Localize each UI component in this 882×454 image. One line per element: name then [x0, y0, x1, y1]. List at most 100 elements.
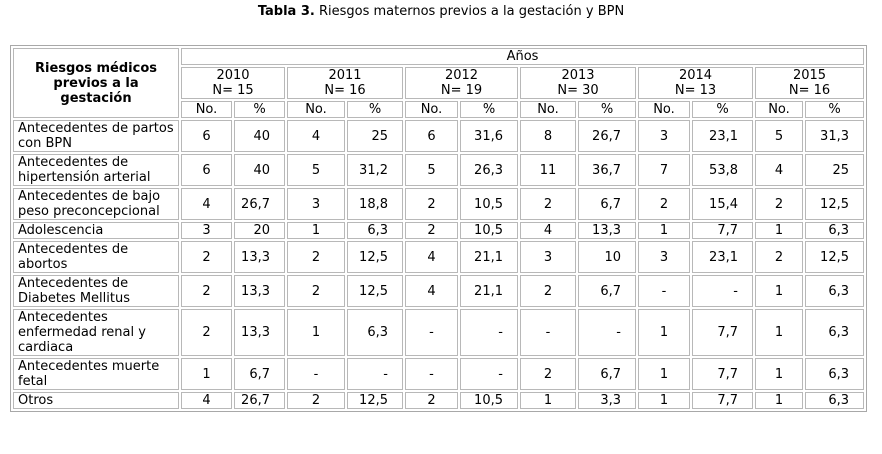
count-cell: - [638, 275, 690, 307]
row-label: Antecedentes de abortos [13, 241, 179, 273]
year-n: N= 16 [788, 83, 831, 98]
table-row: Antecedentes de partos con BPN 6 40 4 25 6 31,… [13, 120, 864, 152]
percent-cell: 40 [234, 120, 285, 152]
count-cell: - [520, 309, 576, 356]
count-cell: 2 [181, 241, 232, 273]
table-row: Antecedentes de Diabetes Mellitus 2 13,3 2 1… [13, 275, 864, 307]
count-cell: - [405, 358, 458, 390]
year-label: 2010 [216, 68, 250, 83]
count-cell: 4 [181, 188, 232, 220]
count-cell: 1 [755, 392, 803, 409]
count-cell: 2 [287, 275, 345, 307]
count-cell: 6 [181, 154, 232, 186]
percent-cell: 6,3 [805, 392, 864, 409]
percent-cell: 20 [234, 222, 285, 239]
percent-cell: - [460, 309, 518, 356]
percent-cell: 7,7 [692, 358, 753, 390]
percent-cell: 12,5 [347, 275, 403, 307]
count-cell: 4 [755, 154, 803, 186]
row-label: Antecedentes de bajo peso preconcepciona… [13, 188, 179, 220]
percent-cell: 10,5 [460, 222, 518, 239]
year-header: 2012 N= 19 [405, 67, 518, 99]
percent-cell: 26,7 [234, 392, 285, 409]
count-cell: 1 [638, 392, 690, 409]
percent-cell: 6,7 [578, 358, 636, 390]
count-header: No. [405, 101, 458, 118]
year-label: 2014 [678, 68, 713, 83]
percent-cell: 12,5 [347, 392, 403, 409]
percent-cell: 10 [578, 241, 636, 273]
count-cell: 5 [755, 120, 803, 152]
percent-cell: 13,3 [578, 222, 636, 239]
percent-cell: 6,3 [805, 222, 864, 239]
count-cell: 2 [181, 309, 232, 356]
header-row-group: Riesgos médicos previos a la gestación Añ… [13, 48, 864, 118]
table-row: Otros 4 26,7 2 12,5 2 10,5 1 3,3 1 7,7 1 6,3 [13, 392, 864, 409]
percent-cell: 7,7 [692, 222, 753, 239]
percent-cell: 13,3 [234, 309, 285, 356]
count-cell: 2 [520, 358, 576, 390]
percent-cell: 40 [234, 154, 285, 186]
header-row-years: 2010 N= 15 2011 N= 16 2012 N= 19 2013 N= 30 2014… [13, 67, 864, 99]
year-header: 2013 N= 30 [520, 67, 636, 99]
count-cell: 1 [287, 309, 345, 356]
count-cell: 3 [181, 222, 232, 239]
count-header: No. [755, 101, 803, 118]
percent-cell: 12,5 [805, 188, 864, 220]
count-header: No. [638, 101, 690, 118]
count-cell: 11 [520, 154, 576, 186]
count-cell: 1 [520, 392, 576, 409]
percent-header: % [460, 101, 518, 118]
percent-cell: 18,8 [347, 188, 403, 220]
count-cell: 2 [405, 222, 458, 239]
percent-cell: 6,7 [578, 275, 636, 307]
percent-cell: 23,1 [692, 120, 753, 152]
year-label: 2013 [561, 68, 595, 83]
row-label: Otros [13, 392, 179, 409]
count-header: No. [181, 101, 232, 118]
count-cell: 7 [638, 154, 690, 186]
percent-header: % [578, 101, 636, 118]
percent-cell: 26,7 [578, 120, 636, 152]
years-group-header: Años [181, 48, 864, 65]
count-cell: 1 [638, 309, 690, 356]
count-cell: 3 [287, 188, 345, 220]
caption-label: Tabla 3. [257, 4, 315, 19]
header-row-sub: No.% No.% No.% No.% No.% No.% [13, 101, 864, 118]
percent-cell: 21,1 [460, 275, 518, 307]
year-header: 2011 N= 16 [287, 67, 403, 99]
count-cell: - [287, 358, 345, 390]
percent-cell: 25 [347, 120, 403, 152]
count-cell: 1 [638, 222, 690, 239]
percent-cell: - [347, 358, 403, 390]
percent-header: % [234, 101, 285, 118]
percent-cell: 10,5 [460, 188, 518, 220]
percent-cell: 23,1 [692, 241, 753, 273]
percent-header: % [692, 101, 753, 118]
percent-cell: 6,7 [578, 188, 636, 220]
percent-cell: 31,3 [805, 120, 864, 152]
percent-cell: 12,5 [347, 241, 403, 273]
count-cell: 6 [181, 120, 232, 152]
count-cell: 1 [755, 222, 803, 239]
count-cell: 2 [405, 188, 458, 220]
percent-cell: 15,4 [692, 188, 753, 220]
percent-cell: 6,3 [347, 309, 403, 356]
year-label: 2011 [328, 68, 362, 83]
row-label: Antecedentes de partos con BPN [13, 120, 179, 152]
percent-cell: 12,5 [805, 241, 864, 273]
row-label: Antecedentes de Diabetes Mellitus [13, 275, 179, 307]
count-cell: 2 [638, 188, 690, 220]
table-row: Antecedentes de abortos 2 13,3 2 12,5 4 21,1 3 1… [13, 241, 864, 273]
percent-cell: 6,7 [234, 358, 285, 390]
percent-header: % [347, 101, 403, 118]
count-cell: 2 [405, 392, 458, 409]
percent-cell: 7,7 [692, 309, 753, 356]
year-n: N= 15 [212, 83, 254, 98]
count-cell: - [405, 309, 458, 356]
count-cell: 4 [287, 120, 345, 152]
year-n: N= 19 [440, 83, 483, 98]
count-cell: 2 [520, 188, 576, 220]
year-header: 2015 N= 16 [755, 67, 864, 99]
count-cell: 4 [405, 241, 458, 273]
